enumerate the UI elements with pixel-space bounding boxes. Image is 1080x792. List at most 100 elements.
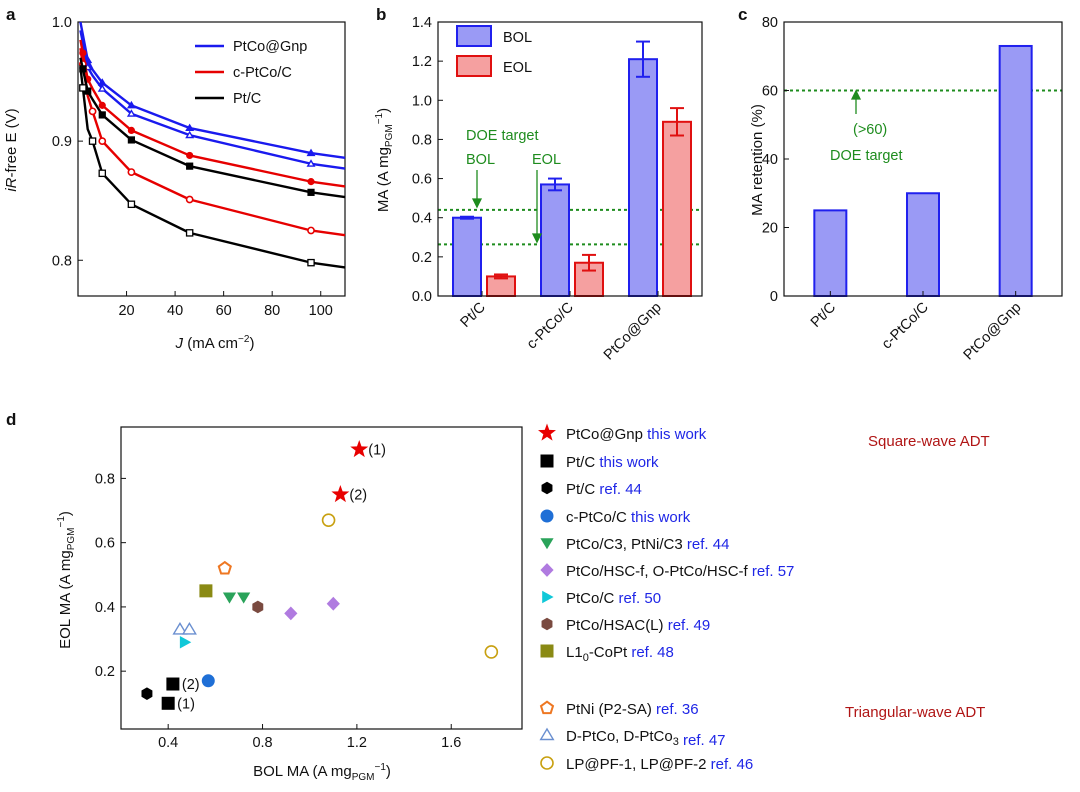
scatter-point-0 bbox=[350, 440, 369, 458]
panel-a-series-marker-3 bbox=[185, 195, 194, 204]
legend-entry-label: D-PtCo, D-PtCo3 ref. 47 bbox=[566, 728, 726, 749]
scatter-point-10 bbox=[179, 635, 192, 649]
retention-bar-0 bbox=[813, 209, 848, 297]
bar-bol-1 bbox=[540, 183, 570, 297]
panel-a-series-marker-3 bbox=[127, 168, 136, 177]
panel-a-series-marker-2 bbox=[307, 178, 315, 186]
retention-arrow bbox=[850, 89, 862, 114]
legend-label-bol: BOL bbox=[503, 30, 532, 46]
panel-b-y-tick-label: 0.4 bbox=[412, 211, 432, 227]
panel-d-frame bbox=[120, 426, 523, 730]
retention-target-label: DOE target bbox=[830, 148, 903, 164]
scatter-point-9 bbox=[326, 596, 340, 611]
scatter-point-label: (2) bbox=[349, 487, 367, 503]
panel-a-series-marker-0 bbox=[306, 148, 316, 157]
legend-marker-8 bbox=[540, 644, 554, 658]
panel-letter-c: c bbox=[738, 5, 747, 24]
panel-b-bar-chart: Pt/C c-PtCo/C PtCo@Gnp 0.0 0.2 0.4 0.6 0.8 1.0 1.… bbox=[374, 15, 703, 363]
legend-marker-7 bbox=[541, 617, 553, 631]
panel-d-y-axis-label: EOL MA (A mgPGM−1) bbox=[56, 511, 77, 649]
legend-entry-ref: ref. 46 bbox=[707, 756, 754, 773]
bar-bol-0 bbox=[452, 216, 482, 297]
panel-b-legend: BOL EOL bbox=[456, 25, 532, 77]
panel-a-series-marker-5 bbox=[79, 84, 87, 92]
legend-marker-10 bbox=[539, 727, 555, 741]
legend-marker-5 bbox=[540, 563, 554, 577]
panel-d-y-tick-label: 0.6 bbox=[95, 536, 115, 552]
panel-b-y-tick-label: 1.2 bbox=[412, 54, 432, 70]
panel-d-y-tick-label: 0.4 bbox=[95, 600, 115, 616]
scatter-point-15 bbox=[181, 622, 197, 635]
panel-c-y-tick-label: 0 bbox=[770, 289, 778, 305]
legend-swatch-bol bbox=[456, 25, 492, 47]
legend-entry-name: Pt/C bbox=[566, 481, 595, 498]
panel-letter-a: a bbox=[6, 5, 16, 24]
panel-a-x-tick-label: 60 bbox=[216, 303, 232, 319]
panel-b-y-tick-label: 0.8 bbox=[412, 132, 432, 148]
legend-entry-name: Pt/C bbox=[566, 454, 595, 471]
legend-marker-1 bbox=[540, 454, 554, 468]
panel-a-series-marker-3 bbox=[98, 137, 107, 146]
legend-label-ptco-gnp: PtCo@Gnp bbox=[233, 39, 307, 55]
panel-a-x-axis-label: J (mA cm−2) bbox=[175, 334, 255, 352]
panel-d-scatter-chart: 0.4 0.8 1.2 1.6 0.2 0.4 0.6 0.8 (1) (2) (2) (1) BOL… bbox=[56, 423, 990, 783]
panel-a-series-line-5 bbox=[79, 67, 346, 269]
legend-entry-subscript: 3 bbox=[673, 736, 679, 748]
legend-entry-subscript: 0 bbox=[583, 652, 589, 664]
scatter-point-6 bbox=[222, 592, 237, 604]
panel-a-series-marker-5 bbox=[88, 137, 97, 145]
legend-entry-label: PtCo/HSC-f, O-PtCo/HSC-f ref. 57 bbox=[566, 563, 794, 580]
scatter-point-12 bbox=[199, 584, 213, 598]
panel-a-y-tick-label: 0.8 bbox=[52, 253, 72, 269]
legend-entry-name: PtCo/HSAC(L) bbox=[566, 617, 664, 634]
panel-b-y-tick-label: 1.0 bbox=[412, 93, 432, 109]
legend-entry-label: PtNi (P2-SA) ref. 36 bbox=[566, 701, 699, 718]
legend-entry-ref: ref. 36 bbox=[652, 701, 699, 718]
legend-entry-ref: ref. 57 bbox=[748, 563, 795, 580]
panel-d-x-tick-label: 0.4 bbox=[158, 735, 178, 751]
legend-marker-0 bbox=[538, 423, 556, 441]
panel-b-y-tick-label: 0.6 bbox=[412, 172, 432, 188]
panel-a-series-line-4 bbox=[79, 57, 346, 199]
panel-a-y-axis-label: iR-free E (V) bbox=[3, 108, 20, 191]
panel-a-series-marker-2 bbox=[127, 126, 135, 135]
scatter-point-7 bbox=[237, 592, 251, 604]
panel-c-category-label: c-PtCo/C bbox=[879, 300, 932, 353]
panel-a-x-tick-label: 80 bbox=[264, 303, 280, 319]
legend-entry-name: LP@PF-1, LP@PF-2 bbox=[566, 756, 707, 773]
panel-a-x-tick-label: 100 bbox=[309, 303, 333, 319]
legend-entry-name-after: -CoPt bbox=[589, 644, 628, 661]
panel-c-category-label: PtCo@Gnp bbox=[961, 300, 1025, 364]
triangular-wave-adt-label: Triangular-wave ADT bbox=[845, 704, 985, 721]
legend-marker-6 bbox=[542, 590, 554, 604]
panel-c-y-tick-label: 60 bbox=[762, 84, 778, 100]
scatter-point-label: (1) bbox=[177, 696, 195, 712]
panel-a-series-marker-2 bbox=[186, 151, 194, 160]
arrow-bol-head bbox=[471, 198, 483, 209]
panel-a-plot-area: 20 40 60 80 100 0.8 0.9 1.0 bbox=[52, 15, 346, 319]
legend-entry-name: PtCo/C3, PtNi/C3 bbox=[566, 536, 683, 553]
scatter-point-label: (1) bbox=[368, 442, 386, 458]
doe-bol-annotation: BOL bbox=[466, 152, 495, 168]
panel-a-frame bbox=[77, 21, 346, 297]
legend-marker-2 bbox=[541, 481, 553, 495]
panel-b-y-tick-label: 0.2 bbox=[412, 250, 432, 266]
legend-entry-ref: this work bbox=[643, 426, 707, 443]
scatter-point-2 bbox=[166, 677, 180, 691]
panel-a-series-marker-3 bbox=[307, 226, 315, 235]
panel-a-x-tick-label: 20 bbox=[118, 303, 134, 319]
legend-entry-name: PtCo@Gnp bbox=[566, 426, 643, 443]
panel-b-y-axis-label: MA (A mgPGM−1) bbox=[374, 108, 395, 212]
legend-entry-name: PtCo/C bbox=[566, 590, 615, 607]
doe-eol-annotation: EOL bbox=[532, 152, 561, 168]
legend-entry-ref: this work bbox=[595, 454, 659, 471]
panel-c-y-axis-label: MA retention (%) bbox=[749, 104, 766, 216]
panel-b-frame bbox=[437, 21, 703, 297]
legend-entry-name: L1 bbox=[566, 644, 583, 661]
legend-entry-ref: ref. 44 bbox=[683, 536, 730, 553]
panel-a-series-marker-5 bbox=[98, 169, 107, 178]
panel-a-series-marker-1 bbox=[185, 130, 195, 139]
panel-a-line-chart: 20 40 60 80 100 0.8 0.9 1.0 PtCo@Gnp c-PtCo/C P… bbox=[3, 15, 346, 352]
legend-entry-label: PtCo/C ref. 50 bbox=[566, 590, 661, 607]
panel-a-series-marker-5 bbox=[127, 200, 136, 209]
